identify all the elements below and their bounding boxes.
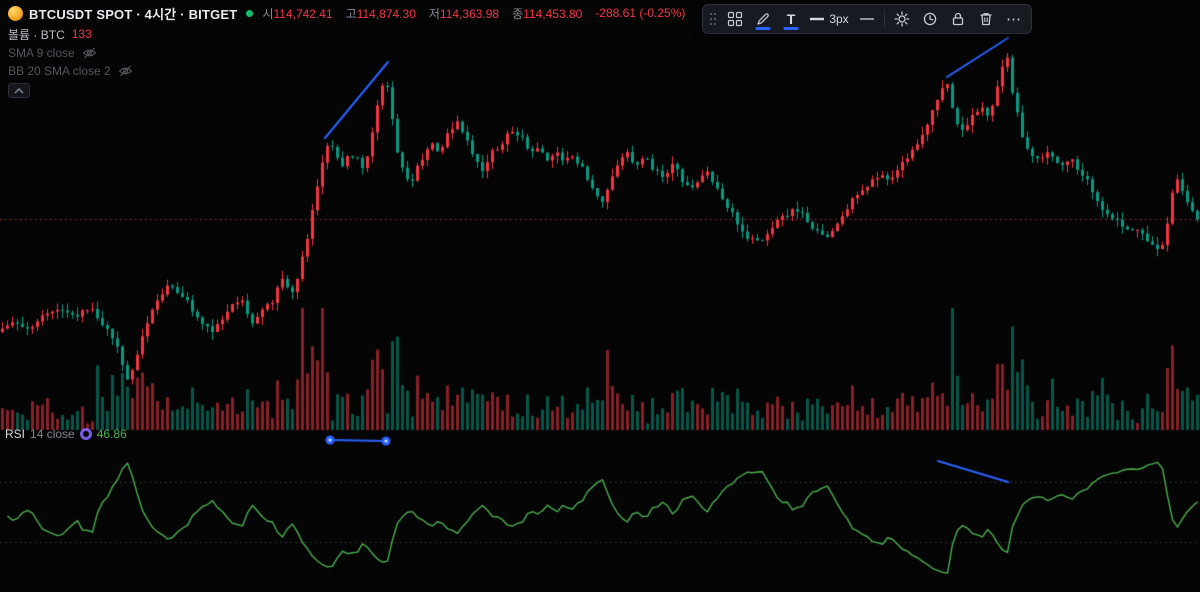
rsi-label[interactable]: RSI — [5, 427, 26, 441]
rsi-legend: RSI 14 close 46.86 — [5, 427, 127, 441]
ohlc-low: 저114,363.98 — [429, 5, 499, 22]
low-value: 114,363.98 — [439, 6, 500, 21]
eye-hidden-icon[interactable] — [82, 47, 97, 59]
text-color-indicator — [783, 27, 799, 30]
symbol-title[interactable]: BTCUSDT SPOT · 4시간 · BITGET — [29, 6, 238, 22]
alert-clock-icon — [923, 12, 937, 26]
open-label: 시 — [262, 6, 274, 21]
symbol-row: BTCUSDT SPOT · 4시간 · BITGET 시114,742.41 … — [8, 5, 686, 22]
line-width-label: 3px — [829, 12, 849, 26]
lock-button[interactable] — [944, 6, 972, 32]
volume-value: 133 — [71, 27, 92, 41]
instrument-logo-icon — [8, 5, 23, 21]
ohlc-high: 고114,874.30 — [346, 5, 416, 22]
delete-button[interactable] — [972, 6, 1000, 32]
line-width-icon — [810, 17, 825, 21]
close-label: 종 — [512, 6, 524, 21]
open-value: 114,742.41 — [273, 6, 333, 21]
alert-button[interactable] — [916, 6, 944, 32]
line-width-button[interactable]: 3px — [805, 6, 853, 32]
close-value: 114,453.80 — [523, 6, 583, 21]
trash-icon — [980, 13, 992, 26]
text-color-button[interactable]: T — [777, 6, 805, 32]
collapse-legend-button[interactable] — [8, 83, 30, 98]
rsi-source-icon — [79, 428, 92, 440]
drawing-toolbar: T 3px — [702, 4, 1032, 34]
symbol-legend: BTCUSDT SPOT · 4시간 · BITGET 시114,742.41 … — [8, 5, 685, 98]
high-value: 114,874.30 — [356, 6, 416, 21]
text-tool-icon: T — [786, 11, 796, 27]
sma-legend-row: SMA 9 close — [8, 45, 685, 60]
high-label: 고 — [345, 6, 357, 21]
ohlc-close: 종114,453.80 — [512, 5, 582, 22]
rsi-params: 14 close — [30, 427, 75, 441]
toolbar-separator — [884, 10, 885, 28]
rsi-value: 46.86 — [96, 427, 127, 441]
toolbar-drag-handle[interactable] — [706, 6, 720, 32]
bb-label[interactable]: BB 20 SMA close 2 — [8, 63, 111, 78]
eye-hidden-icon[interactable] — [118, 65, 133, 77]
volume-legend-row: 볼륨 · BTC 133 — [8, 27, 685, 42]
line-style-icon — [860, 18, 874, 20]
market-status-dot — [246, 9, 254, 17]
pencil-icon — [757, 13, 769, 25]
pencil-color-button[interactable] — [749, 6, 777, 32]
change-value: -288.61 (-0.25%) — [595, 6, 686, 20]
chevron-up-icon — [14, 87, 24, 93]
settings-gear-icon — [894, 11, 910, 27]
style-template-icon — [727, 11, 743, 27]
more-options-button[interactable]: ⋯ — [1000, 6, 1028, 32]
bb-legend-row: BB 20 SMA close 2 — [8, 63, 685, 78]
sma-label[interactable]: SMA 9 close — [8, 45, 75, 60]
pencil-color-indicator — [755, 27, 771, 30]
style-template-button[interactable] — [721, 6, 749, 32]
line-style-button[interactable] — [853, 6, 881, 32]
more-options-icon: ⋯ — [1006, 10, 1022, 28]
drag-dots-icon — [709, 12, 717, 26]
lock-icon — [952, 12, 964, 26]
low-label: 저 — [428, 6, 440, 21]
volume-label[interactable]: 볼륨 · BTC — [8, 27, 65, 42]
settings-button[interactable] — [888, 6, 916, 32]
ohlc-open: 시114,742.41 — [262, 5, 332, 22]
